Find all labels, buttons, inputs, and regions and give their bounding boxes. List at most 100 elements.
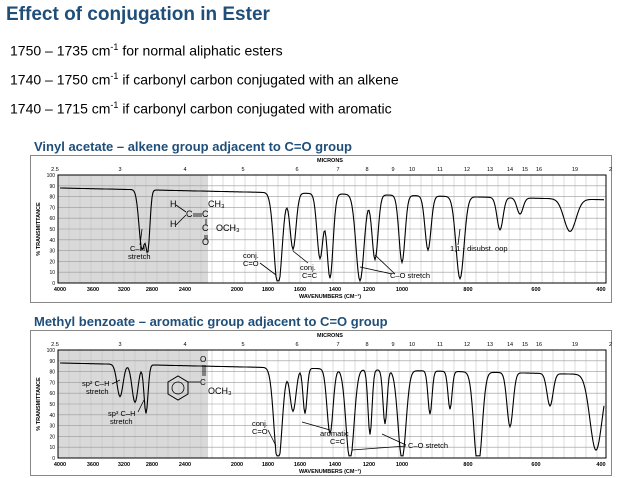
- top-axis-title: MICRONS: [317, 333, 343, 339]
- annotation-arrow: [139, 228, 143, 246]
- y-tick-label: 10: [49, 445, 55, 451]
- annotation-arrow: [267, 429, 277, 447]
- annotation: stretch: [86, 387, 109, 396]
- x-tick-label: 2000: [231, 287, 243, 293]
- spectrum-trace: [60, 362, 605, 457]
- structure-atom: C: [200, 378, 206, 387]
- annotation-arrow: [111, 379, 121, 385]
- range: 1740 – 1750 cm: [10, 71, 111, 88]
- y-tick-label: 60: [49, 391, 55, 397]
- description: if carbonyl carbon conjugated with aroma…: [122, 100, 392, 117]
- y-tick-label: 20: [49, 434, 55, 440]
- y-tick-label: 50: [49, 402, 55, 408]
- annotation: C–O stretch: [390, 271, 430, 280]
- top-tick-label: 14: [507, 342, 513, 348]
- annotation-arrow: [175, 204, 187, 213]
- description: for normal aliphatic esters: [122, 42, 283, 59]
- spectrum-caption: Methyl benzoate – aromatic group adjacen…: [34, 314, 388, 329]
- annotation-arrow: [301, 421, 331, 431]
- top-tick-label: 15: [522, 167, 528, 173]
- y-tick-label: 40: [49, 413, 55, 419]
- top-tick-label: 6: [295, 342, 298, 348]
- annotation: conj.: [243, 251, 259, 260]
- annotation: C=O: [243, 259, 259, 268]
- x-tick-label: 3200: [118, 462, 130, 468]
- annotation: stretch: [110, 417, 133, 426]
- top-tick-label: 14: [507, 167, 513, 173]
- spectrum-trace: [60, 187, 605, 283]
- x-tick-label: 400: [596, 287, 605, 293]
- annotation: C–O stretch: [408, 441, 448, 450]
- top-tick-label: 8: [365, 167, 368, 173]
- unit-exponent: -1: [110, 42, 119, 52]
- structure-atom: H: [170, 219, 177, 229]
- x-tick-label: 1800: [262, 462, 274, 468]
- benzene-ring: [171, 381, 185, 395]
- structure-atom: C: [202, 209, 209, 219]
- annotation-arrow: [292, 250, 309, 264]
- unit-exponent: -1: [110, 71, 119, 81]
- top-tick-label: 11: [437, 167, 443, 173]
- rule-line: 1740 – 1715 cm-1 if carbonyl carbon conj…: [10, 100, 392, 117]
- top-tick-label: 9: [391, 342, 394, 348]
- x-tick-label: 4000: [54, 462, 66, 468]
- top-tick-label: 7: [336, 167, 339, 173]
- y-tick-label: 30: [49, 249, 55, 255]
- x-tick-label: 3600: [87, 287, 99, 293]
- annotation: 1,1 - disubst. oop: [450, 244, 508, 253]
- y-tick-label: 70: [49, 205, 55, 211]
- x-axis-title: WAVENUMBERS (CM⁻¹): [299, 468, 361, 475]
- top-tick-label: 2.5: [51, 167, 59, 173]
- y-tick-label: 20: [49, 259, 55, 265]
- y-tick-label: 100: [47, 173, 56, 179]
- y-tick-label: 90: [49, 359, 55, 365]
- annotation: conj.: [300, 263, 316, 272]
- x-tick-label: 400: [596, 462, 605, 468]
- x-tick-label: 1400: [329, 462, 341, 468]
- range: 1740 – 1715 cm: [10, 100, 111, 117]
- top-tick-label: 4: [183, 167, 186, 173]
- x-tick-label: 1000: [396, 462, 408, 468]
- y-tick-label: 30: [49, 424, 55, 430]
- y-tick-label: 60: [49, 216, 55, 222]
- x-axis-title: WAVENUMBERS (CM⁻¹): [299, 293, 361, 300]
- annotation-arrow: [259, 262, 277, 276]
- top-tick-label: 15: [522, 342, 528, 348]
- top-tick-label: 13: [487, 167, 493, 173]
- top-tick-label: 8: [365, 342, 368, 348]
- top-tick-label: 12: [464, 167, 470, 173]
- y-tick-label: 90: [49, 184, 55, 190]
- top-tick-label: 19: [572, 167, 578, 173]
- rule-line: 1750 – 1735 cm-1 for normal aliphatic es…: [10, 42, 283, 59]
- structure-atom: OCH₃: [216, 223, 240, 233]
- y-tick-label: 70: [49, 380, 55, 386]
- top-tick-label: 16: [536, 167, 542, 173]
- top-tick-label: 9: [391, 167, 394, 173]
- y-axis-title: % TRANSMITTANCE: [36, 202, 42, 256]
- x-tick-label: 1800: [262, 287, 274, 293]
- x-tick-label: 1600: [294, 462, 306, 468]
- annotation: C=O: [252, 427, 268, 436]
- annotation: C–H: [130, 244, 145, 253]
- top-tick-label: 25: [609, 167, 612, 173]
- top-tick-label: 2.5: [51, 342, 59, 348]
- annotation: C=C: [302, 271, 318, 280]
- description: if carbonyl carbon conjugated with an al…: [122, 71, 399, 88]
- x-tick-label: 3200: [118, 287, 130, 293]
- x-tick-label: 1600: [294, 287, 306, 293]
- x-tick-label: 600: [531, 287, 540, 293]
- y-tick-label: 80: [49, 370, 55, 376]
- spectrum-caption: Vinyl acetate – alkene group adjacent to…: [34, 139, 352, 154]
- top-tick-label: 4: [183, 342, 186, 348]
- x-tick-label: 3600: [87, 462, 99, 468]
- top-tick-label: 3: [118, 167, 121, 173]
- annotation: C=C: [330, 437, 346, 446]
- y-tick-label: 0: [52, 456, 55, 462]
- x-tick-label: 600: [531, 462, 540, 468]
- x-tick-label: 800: [463, 287, 472, 293]
- slide-title: Effect of conjugation in Ester: [6, 4, 270, 25]
- top-tick-label: 5: [241, 342, 244, 348]
- top-axis-title: MICRONS: [317, 158, 343, 164]
